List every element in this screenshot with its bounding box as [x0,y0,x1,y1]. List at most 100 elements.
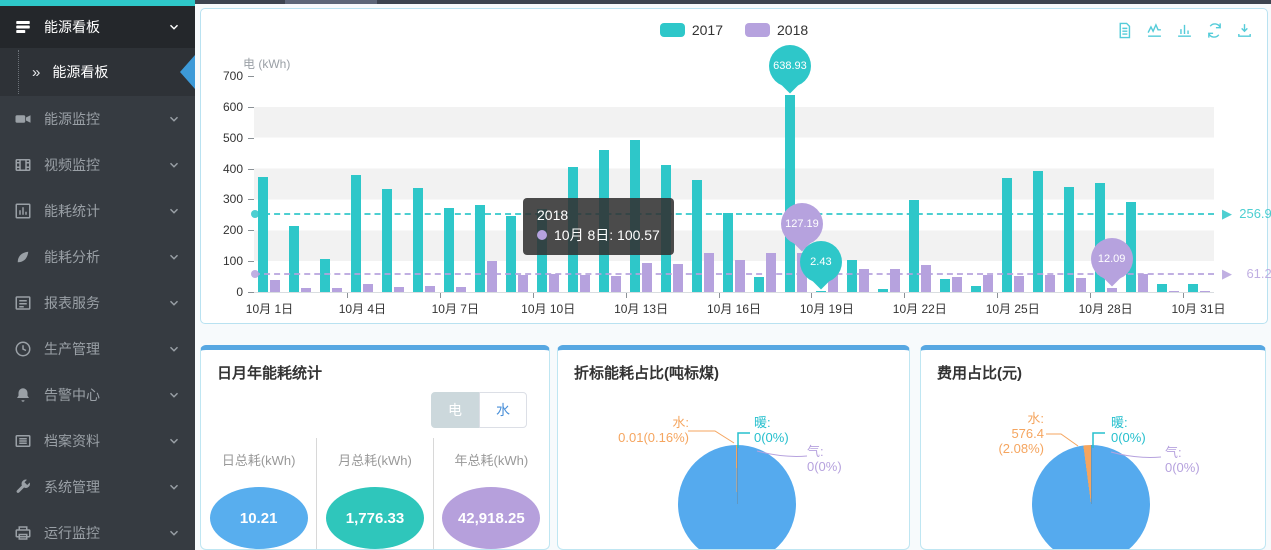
bar-2018-day19[interactable] [827,267,838,292]
standard-coal-pie-chart[interactable] [678,445,796,549]
toggle-water-button[interactable]: 水 [479,392,527,428]
bar-2017-day21[interactable] [877,288,888,292]
chevron-down-icon [167,434,181,448]
sidebar-subitem-energy-dashboard[interactable]: » 能源看板 [0,48,195,96]
bar-2017-day31[interactable] [1187,284,1198,292]
bar-2017-day18[interactable] [784,94,795,292]
legend-swatch-2018 [745,23,770,37]
bar-2018-day17[interactable] [765,253,776,292]
bar-2018-day7[interactable] [456,286,467,292]
x-axis-tick [718,293,720,298]
bar-2017-day26[interactable] [1032,171,1043,292]
chevron-down-icon [167,112,181,126]
bar-2018-day3[interactable] [332,287,343,292]
sidebar-item[interactable]: 视频监控 [0,142,195,188]
bar-2017-day30[interactable] [1156,283,1167,292]
sidebar-item[interactable]: 档案资料 [0,418,195,464]
bar-2018-day30[interactable] [1168,291,1179,292]
bar-2017-day29[interactable] [1125,201,1136,292]
sidebar-item[interactable]: 能耗分析 [0,234,195,280]
bar-2018-day12[interactable] [611,275,622,292]
cost-pie-chart[interactable] [1032,445,1150,549]
bar-2018-day13[interactable] [642,263,653,292]
markline-start-dot [251,209,259,218]
bar-2018-day28[interactable] [1106,288,1117,292]
bar-2017-day24[interactable] [970,286,981,292]
bar-2018-day24[interactable] [982,275,993,292]
bar-2018-day26[interactable] [1044,275,1055,292]
bar-2017-day19[interactable] [815,291,826,292]
bar-2018-day4[interactable] [363,283,374,292]
bar-2017-day15[interactable] [692,180,703,292]
sidebar-item[interactable]: 能耗统计 [0,188,195,234]
bar-2017-day9[interactable] [506,216,517,292]
y-axis-tick [248,292,254,293]
bar-2018-day22[interactable] [920,264,931,292]
refresh-icon[interactable] [1206,22,1223,39]
bar-2018-day8[interactable] [487,260,498,292]
bar-2017-day20[interactable] [846,259,857,292]
x-axis-label: 10月 10日 [521,302,576,316]
sidebar-item[interactable]: 生产管理 [0,326,195,372]
bar-2018-day5[interactable] [394,287,405,292]
y-axis-label: 700 [222,69,243,83]
bar-2018-day31[interactable] [1199,291,1210,292]
line-chart-icon[interactable] [1146,22,1163,39]
bar-2017-day16[interactable] [723,213,733,292]
bar-2017-day27[interactable] [1063,187,1074,292]
bar-2017-day2[interactable] [289,225,300,292]
bar-2018-day6[interactable] [425,285,436,292]
bar-2017-day8[interactable] [475,205,486,292]
bar-2018-day29[interactable] [1137,274,1148,292]
chevron-down-icon [167,250,181,264]
data-view-icon[interactable] [1116,22,1133,39]
sidebar-item[interactable]: 能源监控 [0,96,195,142]
y-axis-tick [248,76,254,77]
bar-2017-day4[interactable] [351,174,362,292]
bar-2017-day1[interactable] [258,177,269,292]
bar-2018-day2[interactable] [301,287,312,292]
bar-2018-day25[interactable] [1013,275,1024,292]
bar-2018-day9[interactable] [518,275,529,292]
x-axis-label: 10月 4日 [338,302,387,316]
bell-icon [14,386,32,404]
camera-icon [14,110,32,128]
bar-2018-day15[interactable] [704,253,715,292]
x-axis-label: 10月 16日 [706,302,762,316]
bar-2018-day27[interactable] [1075,278,1086,292]
legend-item-2018[interactable]: 2018 [745,22,808,38]
bar-2018-day21[interactable] [889,268,900,292]
bar-2018-day14[interactable] [673,264,684,292]
bar-2017-day25[interactable] [1001,177,1012,292]
toggle-electric-button[interactable]: 电 [431,392,479,428]
bar-2017-day23[interactable] [939,279,950,292]
pie-slice-label-暖: 暖: 0(0%) [1111,415,1146,445]
bar-2017-day17[interactable] [753,277,764,292]
bar-2018-day11[interactable] [580,275,591,292]
sidebar-item-energy-dashboard[interactable]: 能源看板 [0,6,195,48]
bar-2018-day1[interactable] [270,280,281,292]
bar-chart-icon[interactable] [1176,22,1193,39]
sidebar-item[interactable]: 报表服务 [0,280,195,326]
sidebar-item[interactable]: 系统管理 [0,464,195,510]
bar-2017-day6[interactable] [413,188,424,292]
sidebar-item[interactable]: 运行监控 [0,510,195,550]
bar-2017-day7[interactable] [444,208,455,292]
chart-tooltip: 2018 10月 8日: 100.57 [523,198,674,255]
bar-2017-day22[interactable] [908,200,919,292]
y-axis-name: 电 (kWh) [243,57,291,71]
bar-2018-day23[interactable] [951,276,962,292]
bar-2018-day10[interactable] [549,274,560,292]
bar-2018-day20[interactable] [858,268,869,292]
legend-item-2017[interactable]: 2017 [659,22,723,38]
bar-2017-day3[interactable] [320,258,331,292]
bar-2017-day5[interactable] [382,189,393,292]
bar-2018-day16[interactable] [735,259,745,292]
top-scrollbar[interactable] [195,0,1271,4]
tooltip-value: 10月 8日: 100.57 [554,227,660,244]
scrollbar-thumb[interactable] [285,0,377,4]
bar-2017-day28[interactable] [1094,183,1105,292]
download-icon[interactable] [1236,22,1253,39]
sidebar-item[interactable]: 告警中心 [0,372,195,418]
x-axis-tick [532,293,534,298]
